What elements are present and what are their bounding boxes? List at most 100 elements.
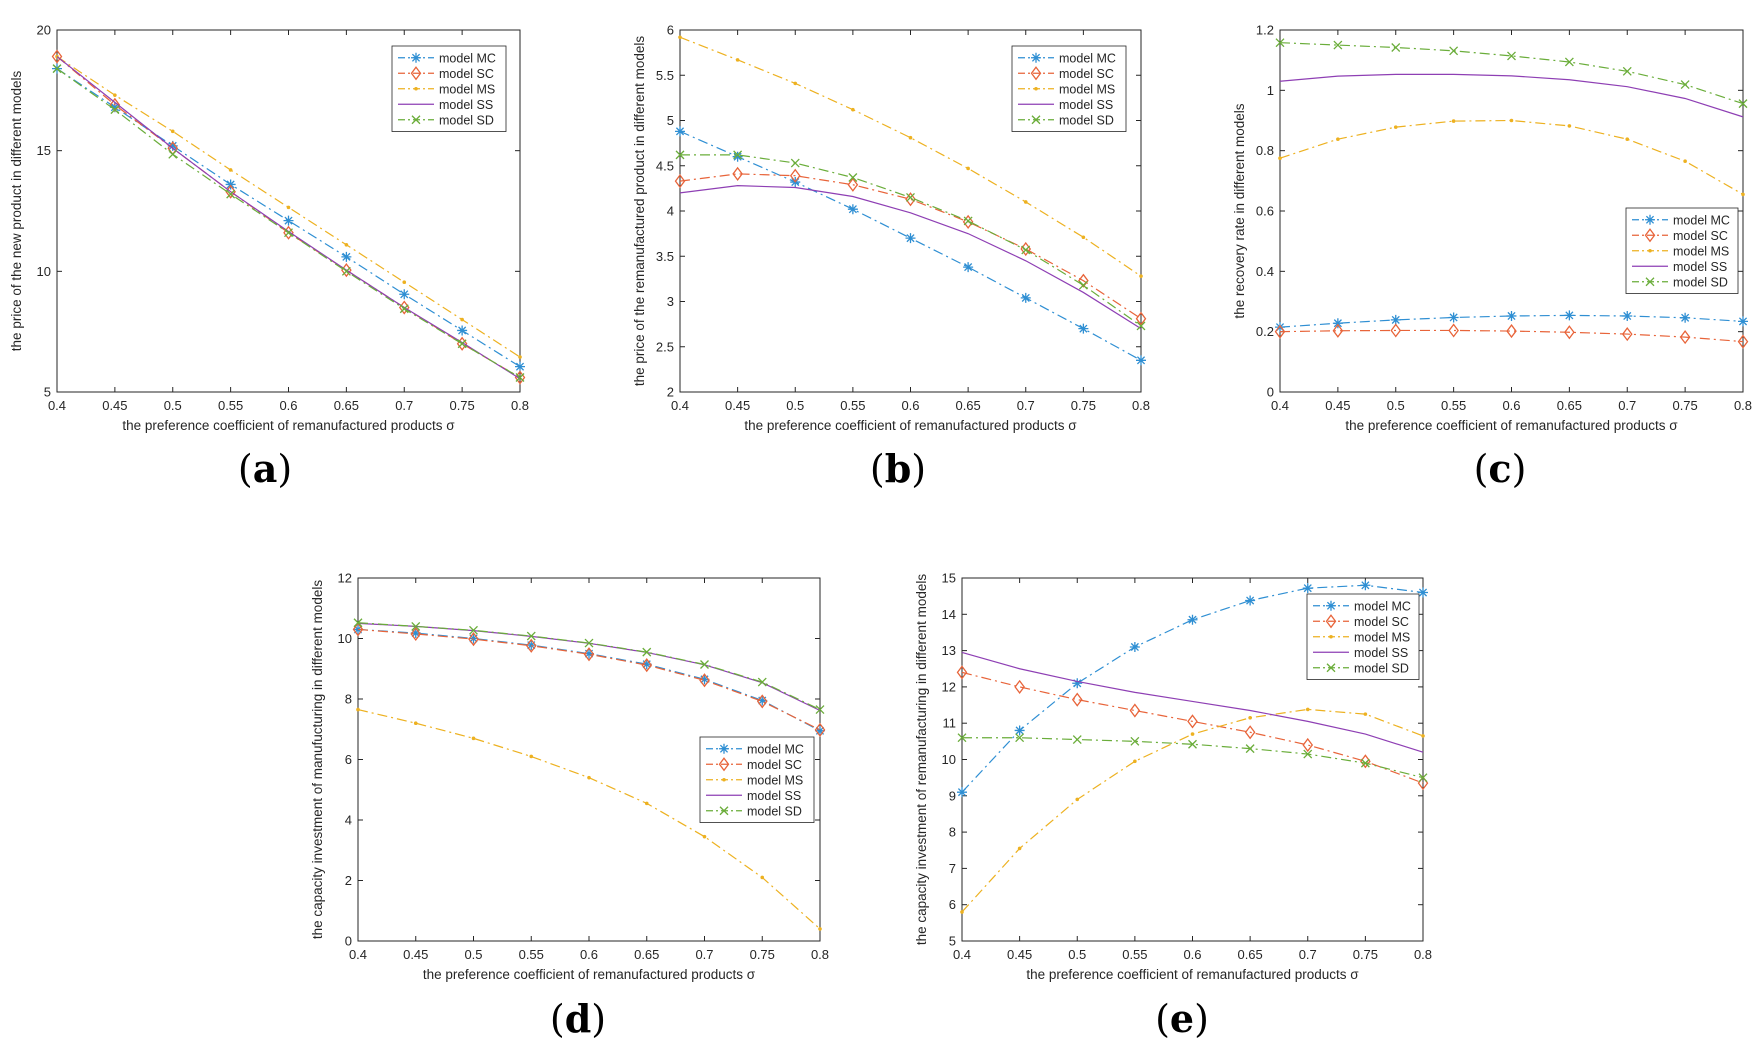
data-point bbox=[1135, 311, 1147, 326]
data-point bbox=[1567, 124, 1572, 128]
data-point bbox=[957, 787, 967, 798]
y-tick-label: 9 bbox=[949, 788, 956, 803]
y-tick-label: 0.6 bbox=[1256, 204, 1274, 219]
data-point bbox=[851, 107, 855, 112]
data-point bbox=[757, 695, 768, 706]
x-tick-label: 0.7 bbox=[1618, 398, 1636, 413]
x-tick-label: 0.65 bbox=[634, 947, 659, 962]
series-model-ms bbox=[1278, 118, 1745, 197]
x-tick-label: 0.7 bbox=[1299, 947, 1317, 962]
panel-label-open: ( bbox=[1474, 447, 1489, 491]
y-tick-label: 0.2 bbox=[1256, 324, 1274, 339]
data-point bbox=[674, 174, 686, 189]
data-point bbox=[341, 251, 352, 262]
y-tick-label: 15 bbox=[37, 143, 51, 158]
series-model-sd bbox=[675, 150, 1146, 331]
data-point bbox=[457, 339, 467, 349]
y-axis-label: the capacity investment of manufucturing… bbox=[310, 580, 325, 939]
data-point bbox=[847, 204, 858, 215]
series-model-mc bbox=[1275, 310, 1748, 333]
data-point bbox=[1133, 759, 1137, 764]
y-tick-label: 0.4 bbox=[1256, 264, 1274, 279]
data-point bbox=[1360, 580, 1371, 591]
chart-panel-e: 0.4 0.45 0.5 0.55 0.6 0.65 0.7 0.75 0.8 5 6 7 8 9 10 11… bbox=[914, 571, 1432, 1042]
data-point bbox=[225, 179, 236, 190]
legend-label: model SD bbox=[747, 804, 802, 818]
legend-marker bbox=[1326, 663, 1336, 673]
data-point bbox=[1014, 679, 1025, 694]
data-point bbox=[1302, 737, 1314, 753]
x-axis-label: the preference coefficient of remanufact… bbox=[122, 418, 455, 433]
data-point bbox=[1071, 692, 1083, 707]
data-point bbox=[1506, 310, 1517, 321]
y-tick-label: 0 bbox=[1267, 385, 1274, 400]
series-model-ss bbox=[679, 185, 1142, 330]
data-point bbox=[410, 626, 422, 642]
data-point bbox=[1507, 51, 1516, 61]
legend-label: model SS bbox=[1673, 260, 1727, 274]
data-point bbox=[1020, 292, 1031, 303]
legend-marker bbox=[1325, 614, 1337, 629]
y-tick-label: 20 bbox=[37, 23, 51, 38]
data-point bbox=[906, 192, 915, 202]
data-point bbox=[905, 192, 916, 207]
data-point bbox=[1015, 733, 1025, 743]
data-point bbox=[1332, 318, 1343, 329]
legend-label: model SC bbox=[1673, 229, 1728, 243]
series-model-sd bbox=[353, 618, 825, 715]
data-point bbox=[228, 168, 233, 172]
data-point bbox=[410, 628, 421, 639]
x-tick-label: 0.45 bbox=[403, 947, 428, 962]
data-point bbox=[1564, 325, 1575, 340]
data-point bbox=[1621, 326, 1633, 342]
series-model-ms bbox=[55, 54, 522, 359]
data-point bbox=[793, 81, 798, 86]
data-point bbox=[956, 665, 968, 680]
legend-marker bbox=[1031, 52, 1041, 63]
x-tick-label: 0.45 bbox=[102, 398, 127, 413]
y-axis-label: the price of the new product in differen… bbox=[9, 71, 24, 352]
series-line bbox=[962, 737, 1424, 779]
y-tick-label: 3.5 bbox=[656, 249, 674, 264]
x-tick-label: 0.8 bbox=[1734, 398, 1752, 413]
data-point bbox=[1741, 192, 1745, 197]
data-point bbox=[1421, 734, 1425, 738]
data-point bbox=[515, 373, 525, 382]
y-tick-label: 4 bbox=[345, 813, 352, 828]
data-point bbox=[1274, 324, 1286, 339]
data-point bbox=[1448, 323, 1459, 338]
x-tick-label: 0.45 bbox=[1325, 398, 1350, 413]
y-tick-label: 0 bbox=[345, 934, 352, 949]
data-point bbox=[52, 64, 62, 74]
data-point bbox=[1244, 725, 1256, 740]
legend-label: model SD bbox=[439, 113, 494, 127]
series-line bbox=[961, 651, 1424, 753]
series-model-sd bbox=[957, 733, 1428, 783]
data-point bbox=[109, 102, 120, 113]
series-line bbox=[679, 185, 1142, 330]
x-tick-label: 0.7 bbox=[1017, 398, 1035, 413]
x-tick-label: 0.55 bbox=[218, 398, 243, 413]
data-point bbox=[413, 721, 418, 725]
data-point bbox=[1072, 678, 1083, 689]
x-axis-label: the preference coefficient of remanufact… bbox=[1345, 418, 1678, 433]
legend-label: model SS bbox=[1354, 646, 1408, 660]
data-point bbox=[226, 189, 236, 199]
data-point bbox=[1391, 43, 1401, 52]
panel-label-open: ( bbox=[550, 997, 565, 1041]
chart-panel-c: 0.4 0.45 0.5 0.55 0.6 0.65 0.7 0.75 0.8 0 0.2 0.4 0.… bbox=[1232, 23, 1752, 492]
x-tick-label: 0.65 bbox=[1237, 947, 1262, 962]
data-point bbox=[1622, 66, 1632, 76]
data-point bbox=[1188, 739, 1197, 749]
series-line bbox=[961, 584, 1424, 793]
legend-label: model MS bbox=[747, 773, 803, 787]
data-point bbox=[1187, 614, 1198, 625]
x-tick-label: 0.65 bbox=[955, 398, 980, 413]
data-point bbox=[1390, 314, 1401, 325]
data-point bbox=[1622, 310, 1633, 321]
series-line bbox=[679, 173, 1142, 320]
series-model-sd bbox=[1275, 38, 1748, 109]
